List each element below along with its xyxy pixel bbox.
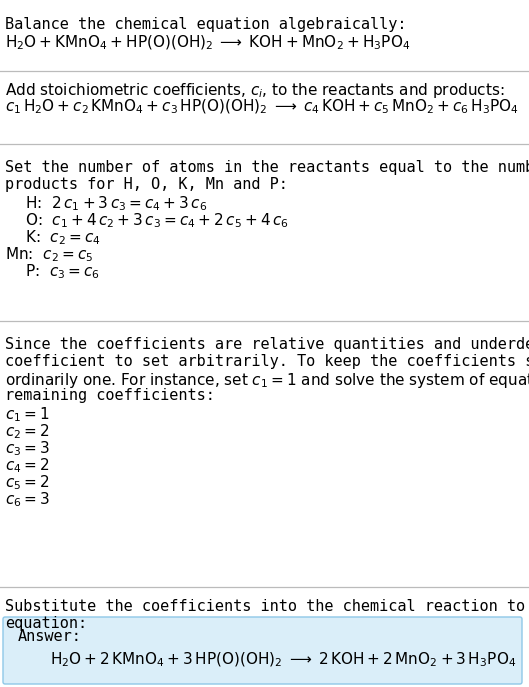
Text: $c_4 = 2$: $c_4 = 2$ [5, 456, 50, 475]
Text: remaining coefficients:: remaining coefficients: [5, 388, 215, 403]
Text: Balance the chemical equation algebraically:: Balance the chemical equation algebraica… [5, 17, 406, 32]
Text: O:  $c_1 + 4\,c_2 + 3\,c_3 = c_4 + 2\,c_5 + 4\,c_6$: O: $c_1 + 4\,c_2 + 3\,c_3 = c_4 + 2\,c_5… [25, 211, 289, 230]
Text: Set the number of atoms in the reactants equal to the number of atoms in the: Set the number of atoms in the reactants… [5, 160, 529, 175]
Text: $c_3 = 3$: $c_3 = 3$ [5, 439, 50, 458]
Text: K:  $c_2 = c_4$: K: $c_2 = c_4$ [25, 228, 101, 247]
Text: Mn:  $c_2 = c_5$: Mn: $c_2 = c_5$ [5, 245, 93, 264]
Text: $\mathrm{H_2O + KMnO_4 + HP(O)(OH)_2 \;\longrightarrow\; KOH + MnO_2 + H_3PO_4}$: $\mathrm{H_2O + KMnO_4 + HP(O)(OH)_2 \;\… [5, 34, 411, 52]
Text: $c_5 = 2$: $c_5 = 2$ [5, 473, 50, 492]
Text: Since the coefficients are relative quantities and underdetermined, choose a: Since the coefficients are relative quan… [5, 337, 529, 352]
FancyBboxPatch shape [3, 617, 522, 684]
Text: $c_1\,\mathrm{H_2O} + c_2\,\mathrm{KMnO_4} + c_3\,\mathrm{HP(O)(OH)_2} \;\longri: $c_1\,\mathrm{H_2O} + c_2\,\mathrm{KMnO_… [5, 98, 519, 117]
Text: Substitute the coefficients into the chemical reaction to obtain the balanced: Substitute the coefficients into the che… [5, 599, 529, 614]
Text: Answer:: Answer: [18, 629, 82, 644]
Text: H:  $2\,c_1 + 3\,c_3 = c_4 + 3\,c_6$: H: $2\,c_1 + 3\,c_3 = c_4 + 3\,c_6$ [25, 194, 207, 213]
Text: coefficient to set arbitrarily. To keep the coefficients small, the arbitrary va: coefficient to set arbitrarily. To keep … [5, 354, 529, 369]
Text: $\mathrm{H_2O + 2\,KMnO_4 + 3\,HP(O)(OH)_2 \;\longrightarrow\; 2\,KOH + 2\,MnO_2: $\mathrm{H_2O + 2\,KMnO_4 + 3\,HP(O)(OH)… [50, 651, 516, 669]
Text: equation:: equation: [5, 616, 87, 631]
Text: $c_1 = 1$: $c_1 = 1$ [5, 405, 50, 424]
Text: products for H, O, K, Mn and P:: products for H, O, K, Mn and P: [5, 177, 288, 192]
Text: P:  $c_3 = c_6$: P: $c_3 = c_6$ [25, 262, 100, 281]
Text: Add stoichiometric coefficients, $c_i$, to the reactants and products:: Add stoichiometric coefficients, $c_i$, … [5, 81, 505, 100]
Text: $c_6 = 3$: $c_6 = 3$ [5, 491, 50, 509]
Text: $c_2 = 2$: $c_2 = 2$ [5, 423, 50, 441]
Text: ordinarily one. For instance, set $c_1 = 1$ and solve the system of equations fo: ordinarily one. For instance, set $c_1 =… [5, 371, 529, 390]
